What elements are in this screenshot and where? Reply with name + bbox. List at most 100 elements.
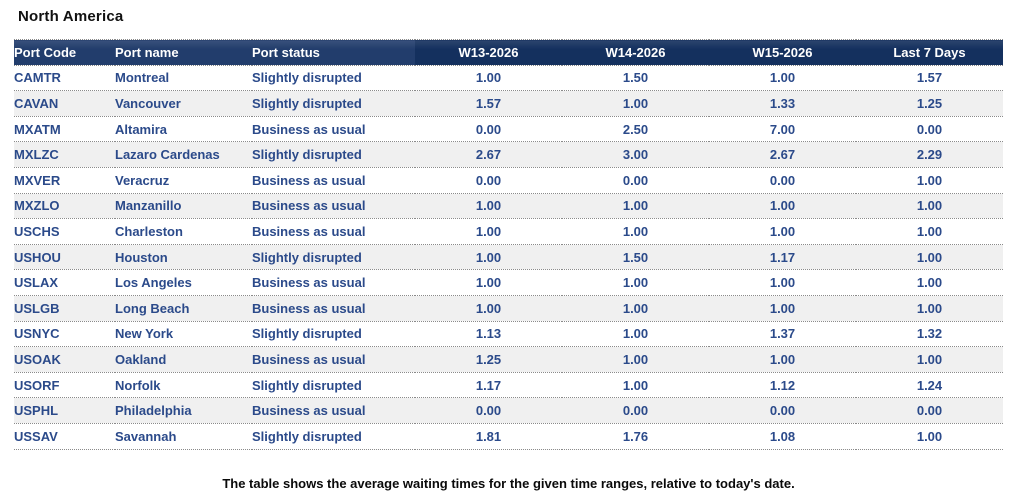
port-status-cell: Slightly disrupted [252,244,415,271]
table-header: Port Code Port name Port status W13-2026… [14,39,1003,66]
w14-value-cell: 1.00 [562,218,709,245]
table-row: MXVER Veracruz Business as usual 0.00 0.… [14,167,1003,194]
port-status-cell: Slightly disrupted [252,65,415,92]
w13-value-cell: 1.00 [415,269,562,296]
w13-value-cell: 0.00 [415,397,562,424]
port-status-cell: Business as usual [252,397,415,424]
column-header-port-code: Port Code [14,39,115,66]
port-status-cell: Business as usual [252,116,415,143]
port-code-cell: USORF [14,372,115,399]
port-name-cell: New York [115,321,252,348]
w14-value-cell: 1.50 [562,244,709,271]
w13-value-cell: 1.13 [415,321,562,348]
port-status-cell: Slightly disrupted [252,423,415,450]
last7-value-cell: 0.00 [856,116,1003,143]
ports-waiting-times-table: Port Code Port name Port status W13-2026… [14,39,1003,450]
port-code-cell: USLAX [14,269,115,296]
port-status-cell: Business as usual [252,218,415,245]
w13-value-cell: 0.00 [415,116,562,143]
port-status-cell: Business as usual [252,269,415,296]
last7-value-cell: 2.29 [856,141,1003,168]
table-row: USLAX Los Angeles Business as usual 1.00… [14,269,1003,296]
port-status-cell: Business as usual [252,167,415,194]
last7-value-cell: 1.00 [856,346,1003,373]
w15-value-cell: 1.00 [709,346,856,373]
w14-value-cell: 2.50 [562,116,709,143]
last7-value-cell: 0.00 [856,397,1003,424]
w15-value-cell: 0.00 [709,167,856,194]
w14-value-cell: 1.76 [562,423,709,450]
table-row: CAMTR Montreal Slightly disrupted 1.00 1… [14,65,1003,92]
port-status-cell: Business as usual [252,295,415,322]
table-row: CAVAN Vancouver Slightly disrupted 1.57 … [14,90,1003,117]
table-row: USHOU Houston Slightly disrupted 1.00 1.… [14,244,1003,271]
port-name-cell: Montreal [115,65,252,92]
w14-value-cell: 1.00 [562,321,709,348]
w13-value-cell: 1.57 [415,90,562,117]
port-status-cell: Slightly disrupted [252,90,415,117]
last7-value-cell: 1.32 [856,321,1003,348]
last7-value-cell: 1.00 [856,193,1003,220]
column-header-w13-2026: W13-2026 [415,39,562,66]
table-row: MXATM Altamira Business as usual 0.00 2.… [14,116,1003,143]
w13-value-cell: 0.00 [415,167,562,194]
w15-value-cell: 1.37 [709,321,856,348]
last7-value-cell: 1.00 [856,423,1003,450]
w15-value-cell: 1.00 [709,218,856,245]
w13-value-cell: 1.00 [415,193,562,220]
port-name-cell: Savannah [115,423,252,450]
port-status-cell: Business as usual [252,346,415,373]
port-name-cell: Houston [115,244,252,271]
table-row: MXZLO Manzanillo Business as usual 1.00 … [14,193,1003,220]
w13-value-cell: 1.25 [415,346,562,373]
w15-value-cell: 2.67 [709,141,856,168]
port-status-cell: Business as usual [252,193,415,220]
w15-value-cell: 7.00 [709,116,856,143]
port-name-cell: Manzanillo [115,193,252,220]
table-body: CAMTR Montreal Slightly disrupted 1.00 1… [14,65,1003,450]
port-status-cell: Slightly disrupted [252,372,415,399]
w15-value-cell: 0.00 [709,397,856,424]
w15-value-cell: 1.00 [709,269,856,296]
last7-value-cell: 1.00 [856,167,1003,194]
w13-value-cell: 1.81 [415,423,562,450]
table-row: USSAV Savannah Slightly disrupted 1.81 1… [14,423,1003,450]
column-header-last-7-days: Last 7 Days [856,39,1003,66]
w15-value-cell: 1.00 [709,295,856,322]
w14-value-cell: 1.00 [562,372,709,399]
table-row: MXLZC Lazaro Cardenas Slightly disrupted… [14,141,1003,168]
column-header-port-status: Port status [252,39,415,66]
w13-value-cell: 1.17 [415,372,562,399]
w13-value-cell: 1.00 [415,218,562,245]
column-header-w14-2026: W14-2026 [562,39,709,66]
port-code-cell: USLGB [14,295,115,322]
last7-value-cell: 1.00 [856,269,1003,296]
port-name-cell: Los Angeles [115,269,252,296]
port-code-cell: MXATM [14,116,115,143]
port-code-cell: MXLZC [14,141,115,168]
port-code-cell: USSAV [14,423,115,450]
w14-value-cell: 3.00 [562,141,709,168]
port-code-cell: USNYC [14,321,115,348]
port-name-cell: Lazaro Cardenas [115,141,252,168]
port-code-cell: CAVAN [14,90,115,117]
port-name-cell: Norfolk [115,372,252,399]
w15-value-cell: 1.17 [709,244,856,271]
table-header-row: Port Code Port name Port status W13-2026… [14,39,1003,66]
last7-value-cell: 1.57 [856,65,1003,92]
last7-value-cell: 1.25 [856,90,1003,117]
w15-value-cell: 1.00 [709,65,856,92]
last7-value-cell: 1.00 [856,244,1003,271]
port-code-cell: USHOU [14,244,115,271]
port-name-cell: Altamira [115,116,252,143]
port-name-cell: Vancouver [115,90,252,117]
port-name-cell: Veracruz [115,167,252,194]
w15-value-cell: 1.00 [709,193,856,220]
w14-value-cell: 1.00 [562,90,709,117]
table-row: USCHS Charleston Business as usual 1.00 … [14,218,1003,245]
port-name-cell: Oakland [115,346,252,373]
port-status-cell: Slightly disrupted [252,141,415,168]
w13-value-cell: 1.00 [415,295,562,322]
port-code-cell: USOAK [14,346,115,373]
port-code-cell: MXVER [14,167,115,194]
